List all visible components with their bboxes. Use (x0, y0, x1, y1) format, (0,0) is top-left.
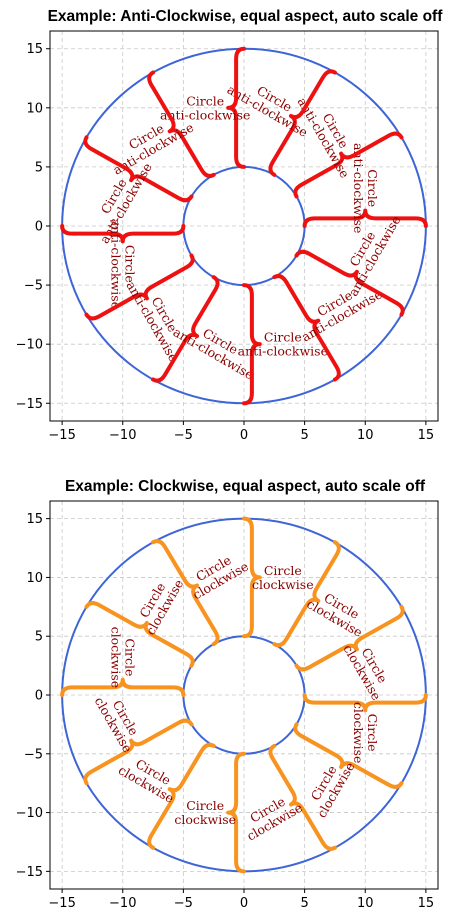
panel-title: Example: Anti-Clockwise, equal aspect, a… (48, 8, 444, 25)
y-tick-label: −15 (16, 865, 43, 880)
panel-clockwise: Example: Clockwise, equal aspect, auto s… (16, 478, 439, 911)
x-tick-label: −10 (109, 896, 136, 911)
x-tick-label: 15 (418, 896, 435, 911)
x-tick-label: −15 (48, 428, 75, 443)
x-tick-label: 15 (418, 428, 435, 443)
brace (226, 46, 246, 169)
brace (83, 718, 194, 786)
brace-label: Circleclockwise (302, 752, 358, 820)
brace (147, 70, 216, 178)
brace (272, 540, 341, 648)
y-tick-label: 5 (35, 160, 43, 175)
brace (83, 135, 194, 203)
brace (294, 249, 405, 317)
brace (60, 224, 186, 244)
x-tick-label: 5 (300, 428, 308, 443)
brace (268, 743, 337, 851)
y-tick-label: 15 (26, 42, 43, 57)
y-tick-label: −10 (16, 338, 43, 353)
brace (293, 131, 404, 199)
y-tick-label: −15 (16, 397, 43, 412)
axis-ticks: −15 −10 −5 0 5 10 15 −15 −10 −5 0 5 10 15 (16, 512, 435, 911)
x-tick-label: 0 (240, 896, 248, 911)
grid (50, 31, 438, 421)
x-tick-label: 10 (357, 428, 374, 443)
brace (294, 604, 405, 672)
y-tick-label: 15 (26, 512, 43, 527)
axis-ticks: −15 −10 −5 0 5 10 15 −15 −10 −5 0 5 10 15 (16, 42, 435, 443)
panel-title: Example: Clockwise, equal aspect, auto s… (65, 478, 426, 495)
brace (226, 751, 246, 874)
brace-label: Circleclockwise (340, 635, 396, 703)
brace-label: Circleanti-clockwise (351, 143, 380, 233)
brace (302, 208, 428, 228)
y-tick-label: −5 (24, 279, 43, 294)
grid (50, 501, 438, 889)
panel-anticlockwise: Example: Anti-Clockwise, equal aspect, a… (16, 8, 444, 443)
brace-label: Circleclockwise (183, 546, 251, 602)
inner-circle (182, 635, 306, 755)
brace-label: Circleclockwise (351, 702, 380, 764)
plot-area: Circleanti-clockwise Circleanti-clockwise… (60, 46, 428, 406)
y-tick-label: 0 (35, 689, 43, 704)
brace (84, 601, 195, 668)
brace-label: Circleclockwise (108, 627, 137, 689)
brace (272, 274, 341, 382)
inner-circle (182, 165, 306, 287)
brace (293, 722, 404, 789)
x-tick-label: 5 (300, 896, 308, 911)
x-tick-label: −15 (48, 896, 75, 911)
y-tick-label: −10 (16, 806, 43, 821)
brace (242, 516, 262, 639)
x-tick-label: 10 (357, 896, 374, 911)
brace-label: Circleclockwise (116, 750, 184, 806)
x-tick-label: −5 (174, 896, 193, 911)
y-tick-label: −5 (24, 747, 43, 762)
brace (147, 742, 216, 850)
x-tick-label: 0 (240, 428, 248, 443)
y-tick-label: 5 (35, 630, 43, 645)
brace (60, 677, 186, 697)
y-tick-label: 0 (35, 220, 43, 235)
brace (151, 539, 220, 647)
y-tick-label: 10 (26, 571, 43, 586)
brace-label: Circleanti-clockwise (108, 219, 137, 309)
x-tick-label: −5 (174, 428, 193, 443)
brace (242, 283, 262, 406)
x-tick-label: −10 (109, 428, 136, 443)
brace (302, 693, 428, 713)
brace (84, 253, 195, 321)
brace (151, 275, 220, 383)
brace (268, 69, 337, 177)
y-tick-label: 10 (26, 101, 43, 116)
